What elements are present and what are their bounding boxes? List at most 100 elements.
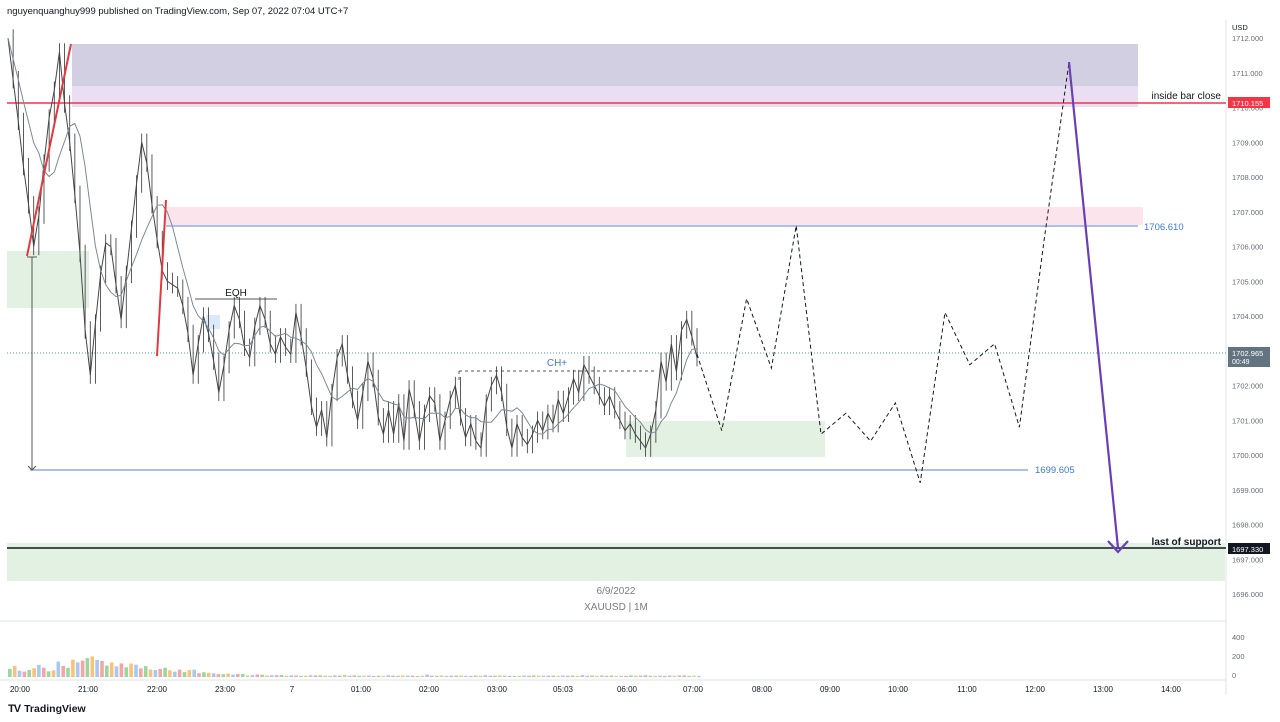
- volume-bar: [71, 659, 75, 677]
- demand-zone-mid: [626, 421, 825, 457]
- tradingview-logo[interactable]: TV TradingView: [8, 703, 86, 715]
- tradingview-icon: TV: [8, 703, 21, 715]
- volume-bar: [367, 675, 371, 677]
- volume-bar: [260, 674, 264, 677]
- volume-bar: [376, 675, 381, 677]
- impulse-leg-1: [26, 43, 72, 257]
- volume-bar: [488, 675, 492, 677]
- volume-bar: [143, 666, 148, 677]
- eqh-small-box: [206, 315, 220, 329]
- volume-bar: [289, 675, 293, 677]
- volume-bar: [197, 673, 201, 677]
- time-tick-label: 7: [290, 685, 295, 694]
- volume-bar: [46, 671, 51, 677]
- volume-bar: [240, 673, 245, 677]
- volume-bar: [318, 675, 323, 677]
- label-last-of-support: last of support: [1152, 537, 1222, 548]
- volume-bar: [236, 674, 240, 677]
- volume-bar: [114, 666, 119, 677]
- volume-tick-label: 0: [1232, 671, 1236, 680]
- publish-header: nguyenquanghuy999 published on TradingVi…: [7, 6, 349, 17]
- impulse-leg-2: [156, 199, 167, 357]
- volume-bar: [105, 665, 109, 677]
- volume-bar: [464, 675, 468, 677]
- volume-bar: [22, 671, 27, 677]
- volume-bar: [546, 675, 551, 677]
- volume-bar: [498, 675, 502, 677]
- time-tick-label: 07:00: [683, 685, 704, 694]
- label-ch-plus: CH+: [547, 358, 567, 369]
- volume-bar: [80, 660, 85, 677]
- volume-bar: [95, 659, 99, 677]
- price-tick-label: 1711.000: [1232, 69, 1263, 78]
- time-tick-label: 11:00: [957, 685, 977, 694]
- volume-bar: [109, 662, 114, 677]
- volume-bar: [8, 668, 12, 677]
- volume-bar: [391, 675, 395, 677]
- volume-bar: [512, 676, 517, 677]
- volume-bar: [502, 675, 507, 677]
- volume-bar: [274, 675, 279, 677]
- badge-current-timer: 00:49: [1232, 359, 1250, 366]
- label-inside-bar-close: inside bar close: [1152, 91, 1222, 102]
- volume-bar: [90, 656, 95, 677]
- volume-bar: [313, 675, 318, 677]
- badge-1710-text: 1710.155: [1232, 99, 1263, 108]
- price-chart[interactable]: 1712.0001711.0001710.0001709.0001708.000…: [0, 0, 1280, 700]
- volume-bar: [570, 675, 575, 677]
- volume-bar: [483, 675, 488, 677]
- volume-bar: [226, 673, 230, 677]
- volume-bar: [677, 675, 682, 677]
- volume-bar: [66, 667, 70, 677]
- tradingview-brand: TradingView: [24, 703, 86, 715]
- time-tick-label: 20:00: [10, 685, 31, 694]
- volume-bar: [75, 662, 80, 677]
- volume-bar: [672, 675, 677, 677]
- price-tick-label: 1696.000: [1232, 590, 1263, 599]
- volume-bar: [435, 675, 439, 677]
- volume-bar: [449, 675, 454, 677]
- volume-bar: [682, 675, 686, 677]
- time-tick-label: 13:00: [1093, 685, 1114, 694]
- volume-bar: [624, 675, 628, 677]
- volume-bar: [124, 667, 129, 677]
- volume-bar: [279, 675, 284, 677]
- volume-bar: [337, 675, 342, 677]
- volume-bar: [32, 668, 36, 677]
- volume-bar: [396, 675, 400, 677]
- volume-bar: [420, 675, 424, 677]
- volume-bar: [585, 675, 589, 677]
- price-tick-label: 1706.000: [1232, 243, 1263, 252]
- volume-bar: [56, 661, 61, 677]
- volume-bar: [211, 673, 216, 677]
- badge-current: [1228, 347, 1270, 367]
- volume-bar: [507, 675, 512, 677]
- volume-bar: [177, 669, 182, 677]
- watermark-symbol: XAUUSD | 1M: [584, 602, 648, 613]
- price-tick-label: 1712.000: [1232, 34, 1263, 43]
- volume-bar: [270, 675, 274, 677]
- volume-bar: [444, 675, 449, 677]
- volume-bar: [405, 675, 410, 677]
- volume-bar: [284, 675, 289, 677]
- volume-bar: [173, 671, 177, 677]
- label-level-1699: 1699.605: [1035, 465, 1075, 476]
- volume-bar: [187, 670, 192, 677]
- time-tick-label: 06:00: [617, 685, 638, 694]
- volume-bar: [12, 666, 17, 677]
- volume-bar: [517, 675, 522, 677]
- volume-bar: [202, 672, 206, 677]
- volume-bar: [527, 675, 531, 677]
- label-level-1706: 1706.610: [1144, 222, 1184, 233]
- volume-bar: [342, 675, 347, 677]
- supply-zone-upper: [72, 44, 1138, 86]
- price-tick-label: 1708.000: [1232, 173, 1263, 182]
- volume-bar: [478, 675, 483, 677]
- volume-bar: [216, 674, 221, 677]
- label-eqh: EQH: [225, 288, 247, 299]
- volume-bar: [556, 675, 560, 677]
- volume-bar: [439, 675, 444, 677]
- projection-path: [696, 62, 1070, 483]
- volume-bar: [250, 675, 255, 677]
- time-tick-label: 14:00: [1161, 685, 1182, 694]
